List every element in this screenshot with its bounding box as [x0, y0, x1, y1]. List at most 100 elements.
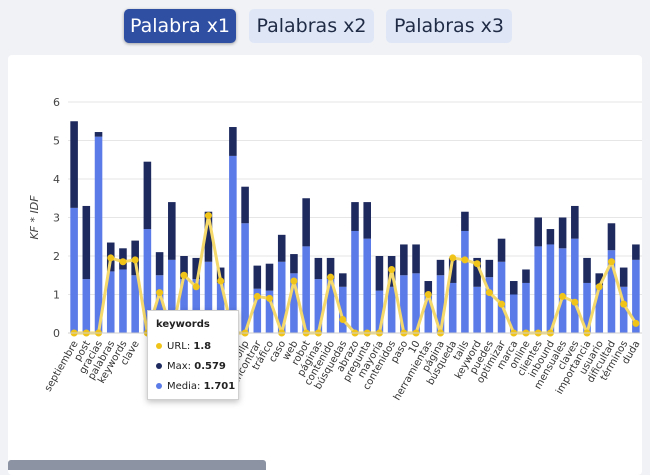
bar-media: [326, 279, 335, 333]
bar-max: [400, 244, 408, 276]
url-point: [339, 316, 347, 324]
bar-max: [339, 273, 347, 287]
bar-media: [302, 246, 310, 333]
bar-max: [558, 217, 567, 249]
url-point: [595, 283, 603, 291]
bar-max: [82, 205, 91, 280]
tooltip-max-value: 0.579: [194, 361, 226, 372]
bar-media: [131, 275, 139, 333]
bar-media: [400, 275, 408, 333]
bar-max: [595, 273, 604, 285]
bar-max: [70, 121, 78, 208]
bar-media: [509, 294, 518, 333]
bar-max: [436, 259, 445, 276]
bar-media: [619, 286, 628, 333]
url-point: [180, 271, 188, 279]
bar-media: [277, 261, 286, 333]
url-point: [156, 289, 164, 297]
bar-media: [534, 246, 542, 333]
bar-max: [277, 234, 286, 262]
bar-max: [473, 257, 481, 287]
y-tick-label: 3: [53, 212, 60, 225]
tooltip-media-label: Media:: [167, 381, 204, 392]
bar-media: [363, 238, 371, 333]
chart-card: 0 1 2 3 4 5 6 KF * IDF septiembre post gracias pala…: [8, 55, 642, 475]
url-point: [607, 258, 615, 266]
url-point: [620, 300, 628, 308]
url-point: [107, 254, 115, 262]
bar-media: [253, 288, 262, 333]
y-tick-label: 1: [53, 289, 60, 302]
url-point: [571, 298, 579, 306]
bar-media: [204, 261, 213, 333]
bar-max: [265, 263, 274, 291]
bar-max: [314, 257, 323, 280]
y-tick-label: 2: [53, 250, 60, 263]
bar-max: [326, 257, 335, 280]
bar-max: [302, 198, 310, 247]
bar-max: [143, 161, 152, 230]
url-point: [253, 292, 261, 300]
tooltip-row-url: URL: 1.8: [156, 341, 211, 352]
url-point: [449, 254, 457, 262]
bar-max: [229, 127, 237, 156]
bar-media: [632, 259, 640, 333]
bar-media: [180, 279, 188, 333]
bar-max: [375, 256, 384, 291]
bar-max: [155, 252, 164, 276]
bar-max: [583, 257, 591, 283]
horizontal-scrollbar[interactable]: [8, 460, 266, 470]
bar-media: [339, 286, 347, 333]
bar-media: [485, 277, 494, 333]
bar-max: [546, 229, 555, 245]
y-tick-label: 5: [53, 135, 60, 148]
bar-max: [509, 281, 518, 295]
bar-media: [522, 282, 530, 333]
bar-media: [583, 282, 591, 333]
bar-max: [290, 254, 298, 274]
bar-media: [168, 259, 176, 333]
url-point: [192, 283, 200, 291]
chart-tooltip: keywords URL: 1.8 Max: 0.579 Media: 1.70…: [147, 310, 239, 400]
bar-media: [82, 279, 91, 333]
bar-max: [168, 202, 176, 260]
bar-max: [253, 265, 262, 289]
bar-media: [424, 294, 433, 333]
tooltip-url-label: URL:: [167, 341, 194, 352]
bar-max: [351, 202, 359, 231]
bar-media: [595, 284, 604, 333]
url-point: [473, 260, 481, 268]
bar-media: [558, 248, 567, 333]
bar-max: [241, 186, 249, 224]
tooltip-url-value: 1.8: [193, 341, 212, 352]
url-point: [388, 265, 396, 273]
bar-max: [448, 257, 457, 283]
bar-media: [192, 279, 201, 333]
bar-max: [424, 281, 433, 295]
bar-max: [534, 217, 542, 247]
url-point: [632, 319, 640, 327]
bar-media: [314, 279, 323, 333]
bar-media: [119, 269, 127, 333]
bar-media: [412, 273, 420, 333]
url-point: [290, 277, 298, 285]
url-point: [559, 292, 567, 300]
bar-max: [180, 256, 188, 280]
tooltip-max-label: Max:: [167, 361, 195, 372]
tab-palabra-x1[interactable]: Palabra x1: [124, 9, 236, 43]
tab-palabras-x2[interactable]: Palabras x2: [249, 9, 374, 43]
bar-media: [241, 223, 249, 333]
bar-max: [192, 257, 201, 280]
bar-media: [229, 155, 237, 333]
bar-media: [94, 136, 103, 333]
bar-max: [632, 244, 640, 260]
bar-media: [375, 290, 384, 333]
bar-media: [461, 230, 469, 333]
y-tick-label: 6: [53, 96, 60, 109]
bar-media: [216, 282, 225, 333]
url-point: [327, 273, 335, 281]
tab-palabras-x3[interactable]: Palabras x3: [386, 9, 512, 43]
url-point: [217, 277, 225, 285]
url-point: [266, 294, 274, 302]
